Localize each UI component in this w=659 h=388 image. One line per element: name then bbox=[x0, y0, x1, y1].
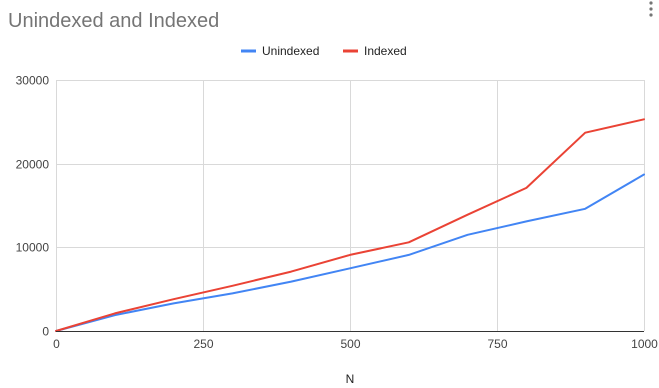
series-line-unindexed[interactable] bbox=[55, 173, 645, 332]
y-tick-label: 30000 bbox=[16, 74, 50, 88]
x-axis-title: N bbox=[346, 372, 355, 386]
y-tick-label: 0 bbox=[42, 325, 49, 339]
chart-menu-icon[interactable] bbox=[649, 1, 653, 17]
x-tick-label: 250 bbox=[193, 337, 213, 351]
legend-item-indexed[interactable]: Indexed bbox=[343, 44, 407, 58]
legend-item-unindexed[interactable]: Unindexed bbox=[241, 44, 319, 58]
chart-title: Unindexed and Indexed bbox=[8, 10, 219, 32]
series-lines bbox=[55, 118, 645, 332]
x-tick-label: 0 bbox=[53, 337, 60, 351]
y-axis-ticks: 0 10000 20000 30000 bbox=[16, 74, 50, 339]
gridlines bbox=[56, 80, 645, 331]
legend: Unindexed Indexed bbox=[241, 44, 407, 58]
x-axis-ticks: 0 250 500 750 1000 bbox=[53, 337, 658, 351]
y-tick-label: 10000 bbox=[16, 241, 50, 255]
x-tick-label: 750 bbox=[487, 337, 507, 351]
x-tick-label: 1000 bbox=[631, 337, 658, 351]
legend-label-unindexed: Unindexed bbox=[262, 44, 319, 58]
series-line-indexed[interactable] bbox=[55, 118, 645, 332]
x-tick-label: 500 bbox=[340, 337, 360, 351]
legend-label-indexed: Indexed bbox=[364, 44, 407, 58]
y-tick-label: 20000 bbox=[16, 158, 50, 172]
